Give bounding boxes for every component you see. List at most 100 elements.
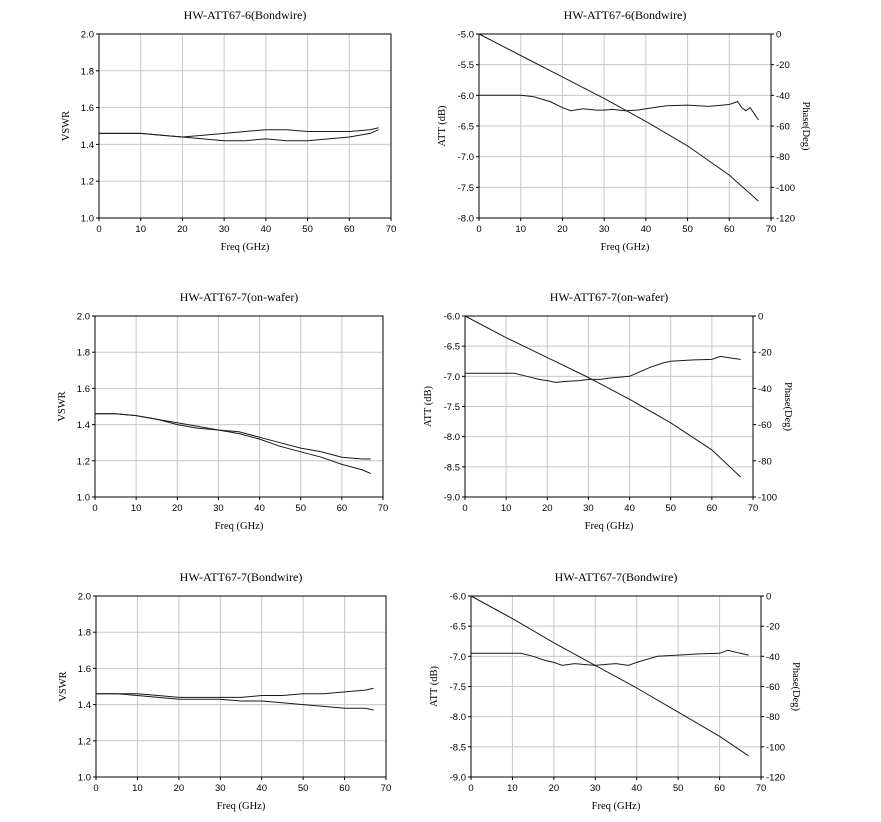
chart-3: 0 10 20 30 40 50 60 70 1.0 1.2 1.4 1.6 1.8 2.0 HW-ATT6… (57, 290, 388, 532)
y2-tick-label: -20 (776, 60, 790, 71)
y-tick-label: -6.5 (444, 342, 460, 353)
x-tick-label: 30 (583, 503, 594, 514)
y-tick-label: 1.0 (77, 493, 90, 504)
y-axis-label: ATT (dB) (429, 666, 440, 707)
x-tick-label: 60 (337, 503, 348, 514)
y-tick-label: -8.5 (450, 742, 466, 753)
x-tick-label: 50 (682, 224, 693, 235)
x-axis-label: Freq (GHz) (215, 521, 264, 532)
x-axis-label: Freq (GHz) (221, 242, 270, 253)
x-tick-label: 20 (177, 224, 188, 235)
y-tick-label: -9.0 (450, 773, 466, 784)
y-tick-label: 1.8 (81, 66, 94, 77)
y2-tick-label: -40 (758, 384, 772, 395)
x-tick-label: 0 (468, 783, 473, 794)
x-tick-label: 40 (254, 503, 265, 514)
y2-tick-label: 0 (766, 592, 771, 603)
y2-tick-label: 0 (758, 312, 763, 323)
x-tick-label: 40 (624, 503, 635, 514)
x-tick-label: 0 (96, 224, 101, 235)
x-tick-label: 30 (213, 503, 224, 514)
x-tick-label: 60 (707, 503, 718, 514)
chart-4: 0 10 20 30 40 50 60 70 -9.0 -8.5 -8.0 -7.5 -7.0 -6.5 -… (423, 290, 793, 532)
chart-2: 0 10 20 30 40 50 60 70 -8.0 -7.5 -7.0 -6.5 -6.0 -5.5 -… (437, 8, 811, 253)
x-tick-label: 50 (673, 783, 684, 794)
y-tick-label: -8.0 (450, 712, 466, 723)
x-tick-label: 70 (386, 224, 397, 235)
chart-title: HW-ATT67-6(Bondwire) (184, 8, 307, 22)
x-tick-label: 20 (557, 224, 568, 235)
y-tick-label: 1.2 (77, 456, 90, 467)
y-axis-label: ATT (dB) (423, 386, 434, 427)
y-tick-label: 1.6 (81, 103, 94, 114)
x-axis-label: Freq (GHz) (592, 801, 641, 812)
y2-tick-label: -100 (758, 493, 777, 504)
y2-tick-label: -60 (758, 420, 772, 431)
x-tick-label: 20 (172, 503, 183, 514)
y-tick-label: -7.0 (444, 372, 460, 383)
chart-title: HW-ATT67-6(Bondwire) (564, 8, 687, 22)
y-tick-label: -8.0 (444, 432, 460, 443)
y-tick-label: -7.0 (450, 652, 466, 663)
y-tick-label: -6.0 (458, 91, 474, 102)
y-axis-label: VSWR (58, 671, 69, 701)
y-tick-label: 1.2 (78, 736, 91, 747)
y-tick-label: 1.2 (81, 177, 94, 188)
y-tick-label: 1.0 (78, 773, 91, 784)
x-tick-label: 30 (590, 783, 601, 794)
y-tick-label: 1.6 (77, 384, 90, 395)
x-tick-label: 70 (756, 783, 767, 794)
y-tick-label: -5.5 (458, 60, 474, 71)
y2-tick-label: 0 (776, 30, 781, 41)
y-tick-label: 1.0 (81, 214, 94, 225)
y-tick-label: -5.0 (458, 30, 474, 41)
y2-tick-label: -40 (766, 652, 780, 663)
chart-title: HW-ATT67-7(Bondwire) (555, 570, 678, 584)
y-tick-label: 1.4 (81, 140, 94, 151)
x-tick-label: 70 (378, 503, 389, 514)
chart-1: 0 10 20 30 40 50 60 70 1.0 1.2 1.4 1.6 1.8 2.0 HW-ATT6… (61, 8, 396, 253)
plot-frame (95, 595, 387, 778)
y-tick-label: 1.8 (77, 348, 90, 359)
series-line-2 (470, 595, 749, 757)
y2-tick-label: -120 (776, 214, 795, 225)
series-line-2 (96, 693, 374, 711)
x-tick-label: 40 (641, 224, 652, 235)
x-tick-label: 70 (766, 224, 777, 235)
y-tick-label: -9.0 (444, 493, 460, 504)
y2-tick-label: -20 (758, 348, 772, 359)
y-tick-label: -6.0 (450, 592, 466, 603)
series-line-2 (95, 413, 371, 474)
plot-frame (94, 315, 384, 498)
x-tick-label: 10 (501, 503, 512, 514)
y2-tick-label: -80 (758, 456, 772, 467)
y2-tick-label: -80 (766, 712, 780, 723)
y-tick-label: 1.8 (78, 628, 91, 639)
chart-title: HW-ATT67-7(Bondwire) (180, 570, 303, 584)
y2-tick-label: -120 (766, 773, 785, 784)
x-tick-label: 50 (665, 503, 676, 514)
x-axis-label: Freq (GHz) (601, 242, 650, 253)
y2-tick-label: -100 (776, 183, 795, 194)
x-tick-label: 50 (302, 224, 313, 235)
y-tick-label: -7.0 (458, 152, 474, 163)
x-tick-label: 70 (748, 503, 759, 514)
y-axis-label: VSWR (57, 391, 68, 421)
y2-tick-label: -40 (776, 91, 790, 102)
y-tick-label: -6.0 (444, 312, 460, 323)
plot-frame (98, 33, 392, 219)
series-line-2 (478, 33, 759, 202)
y-tick-label: 1.4 (77, 420, 90, 431)
chart-5: 0 10 20 30 40 50 60 70 1.0 1.2 1.4 1.6 1.8 2.0 HW-ATT6… (58, 570, 391, 812)
y-tick-label: -6.5 (458, 122, 474, 133)
y2-axis-label: Phase(Deg) (790, 662, 801, 711)
x-tick-label: 10 (131, 503, 142, 514)
x-tick-label: 30 (215, 783, 226, 794)
x-tick-label: 30 (219, 224, 230, 235)
x-tick-label: 20 (174, 783, 185, 794)
x-tick-label: 10 (135, 224, 146, 235)
chart-title: HW-ATT67-7(on-wafer) (180, 290, 299, 304)
x-tick-label: 20 (549, 783, 560, 794)
chart-6: 0 10 20 30 40 50 60 70 -9.0 -8.5 -8.0 -7.5 -7.0 -6.5 -… (429, 570, 801, 812)
